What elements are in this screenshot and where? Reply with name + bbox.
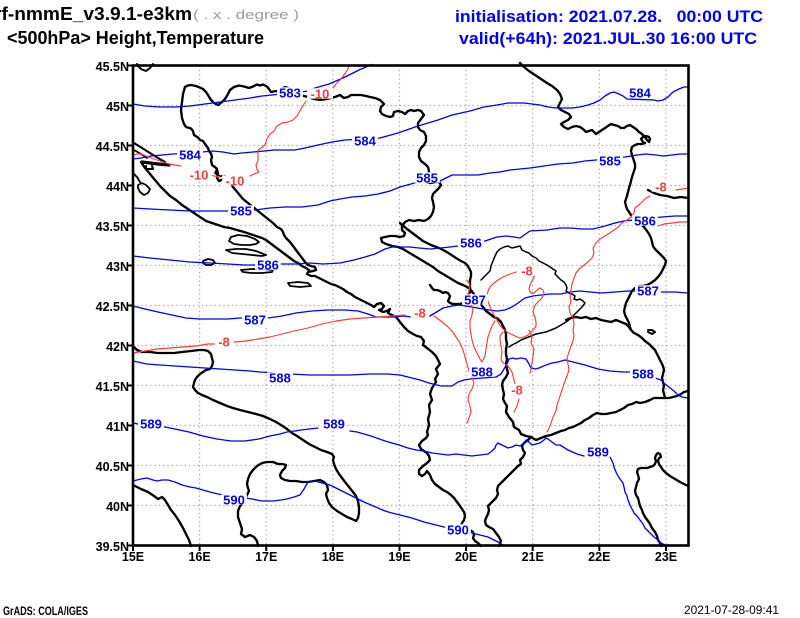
svg-text:-8: -8 <box>521 263 533 278</box>
svg-text:-10: -10 <box>226 173 245 188</box>
svg-text:44.5N: 44.5N <box>96 140 129 154</box>
svg-text:20E: 20E <box>455 550 477 564</box>
svg-text:2021-07-28-09:41: 2021-07-28-09:41 <box>684 603 779 617</box>
svg-text:585: 585 <box>416 170 438 185</box>
svg-text:584: 584 <box>354 133 376 148</box>
svg-text:44N: 44N <box>106 180 129 194</box>
svg-text:586: 586 <box>460 235 482 250</box>
svg-text:42N: 42N <box>106 340 129 354</box>
svg-text:588: 588 <box>269 370 291 385</box>
svg-text:18E: 18E <box>322 550 344 564</box>
svg-text:41.5N: 41.5N <box>96 380 129 394</box>
svg-text:-8: -8 <box>511 382 523 397</box>
svg-text:rf-nmmE_v3.9.1-e3km: rf-nmmE_v3.9.1-e3km <box>0 4 192 24</box>
svg-text:-8: -8 <box>414 305 426 320</box>
svg-text:585: 585 <box>230 203 252 218</box>
svg-text:589: 589 <box>323 416 345 431</box>
svg-text:590: 590 <box>223 492 245 507</box>
svg-text:588: 588 <box>471 364 493 379</box>
svg-text:45.5N: 45.5N <box>96 60 129 74</box>
svg-text:583: 583 <box>279 85 301 100</box>
svg-text:41N: 41N <box>106 420 129 434</box>
svg-text:23E: 23E <box>655 550 677 564</box>
svg-text:22E: 22E <box>588 550 610 564</box>
svg-text:587: 587 <box>637 283 659 298</box>
svg-text:585: 585 <box>599 153 621 168</box>
svg-text:-8: -8 <box>655 179 667 194</box>
svg-text:19E: 19E <box>388 550 410 564</box>
svg-text:39.5N: 39.5N <box>96 540 129 554</box>
svg-text:-10: -10 <box>190 167 209 182</box>
svg-text:584: 584 <box>629 85 651 100</box>
svg-text:42.5N: 42.5N <box>96 300 129 314</box>
svg-text:45N: 45N <box>106 100 129 114</box>
svg-text:GrADS: COLA/IGES: GrADS: COLA/IGES <box>3 604 88 618</box>
svg-text:43N: 43N <box>106 260 129 274</box>
svg-text:15E: 15E <box>122 550 144 564</box>
svg-text:43.5N: 43.5N <box>96 220 129 234</box>
svg-text:17E: 17E <box>255 550 277 564</box>
svg-text:21E: 21E <box>522 550 544 564</box>
svg-text:584: 584 <box>179 147 201 162</box>
svg-text:-8: -8 <box>218 334 230 349</box>
svg-text:<500hPa> Height,Temperature: <500hPa> Height,Temperature <box>7 28 264 48</box>
svg-text:( . x . degree ): ( . x . degree ) <box>193 7 299 22</box>
svg-text:586: 586 <box>257 257 279 272</box>
svg-text:16E: 16E <box>188 550 210 564</box>
svg-text:590: 590 <box>447 522 469 537</box>
svg-text:586: 586 <box>634 213 656 228</box>
svg-text:-10: -10 <box>311 86 330 101</box>
svg-text:valid(+64h): 2021.JUL.30 16:00: valid(+64h): 2021.JUL.30 16:00 UTC <box>459 29 757 48</box>
svg-text:40N: 40N <box>106 500 129 514</box>
svg-text:589: 589 <box>140 416 162 431</box>
svg-text:40.5N: 40.5N <box>96 460 129 474</box>
svg-text:initialisation: 2021.07.28.: initialisation: 2021.07.28. 00:00 UTC <box>455 7 763 26</box>
svg-text:587: 587 <box>464 292 486 307</box>
svg-text:587: 587 <box>244 312 266 327</box>
svg-text:588: 588 <box>632 366 654 381</box>
svg-text:589: 589 <box>587 444 609 459</box>
